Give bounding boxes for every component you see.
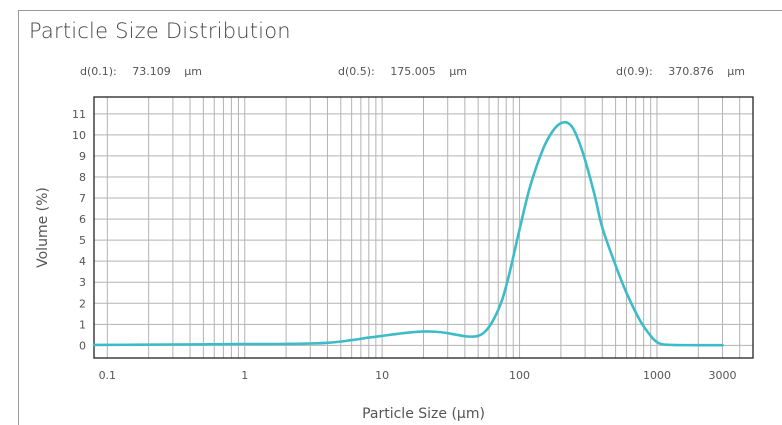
- d50-unit: µm: [449, 65, 467, 78]
- d50-value: 175.005: [390, 65, 436, 78]
- y-tick-label: 3: [79, 276, 86, 289]
- x-tick-label: 0.1: [99, 369, 117, 382]
- d10-label: d(0.1):: [80, 65, 117, 78]
- x-tick-label: 1000: [643, 369, 671, 382]
- page-title: Particle Size Distribution: [29, 19, 291, 43]
- x-axis-label: Particle Size (µm): [362, 406, 485, 422]
- d10-unit: µm: [184, 65, 202, 78]
- d10-stat: d(0.1): 73.109 µm: [80, 65, 202, 78]
- y-tick-label: 2: [79, 297, 86, 310]
- d90-label: d(0.9):: [616, 65, 653, 78]
- d90-stat: d(0.9): 370.876 µm: [616, 65, 745, 78]
- d50-label: d(0.5):: [338, 65, 375, 78]
- y-tick-label: 1: [79, 318, 86, 331]
- d10-value: 73.109: [132, 65, 171, 78]
- x-tick-label: 3000: [709, 369, 737, 382]
- y-tick-label: 5: [79, 234, 86, 247]
- y-axis-label: Volume (%): [35, 187, 51, 268]
- x-tick-label: 10: [375, 369, 389, 382]
- chart-panel: [18, 10, 782, 425]
- y-tick-label: 7: [79, 192, 86, 205]
- y-tick-label: 11: [72, 108, 86, 121]
- y-tick-label: 6: [79, 213, 86, 226]
- d90-value: 370.876: [668, 65, 714, 78]
- y-tick-label: 8: [79, 171, 86, 184]
- y-tick-label: 10: [72, 129, 86, 142]
- d50-stat: d(0.5): 175.005 µm: [338, 65, 467, 78]
- distribution-line: [92, 120, 724, 347]
- x-tick-label: 1: [241, 369, 248, 382]
- y-tick-label: 4: [79, 255, 86, 268]
- y-tick-label: 0: [79, 339, 86, 352]
- plot-frame: [93, 96, 754, 359]
- y-tick-label: 9: [79, 150, 86, 163]
- x-tick-label: 100: [509, 369, 530, 382]
- d90-unit: µm: [727, 65, 745, 78]
